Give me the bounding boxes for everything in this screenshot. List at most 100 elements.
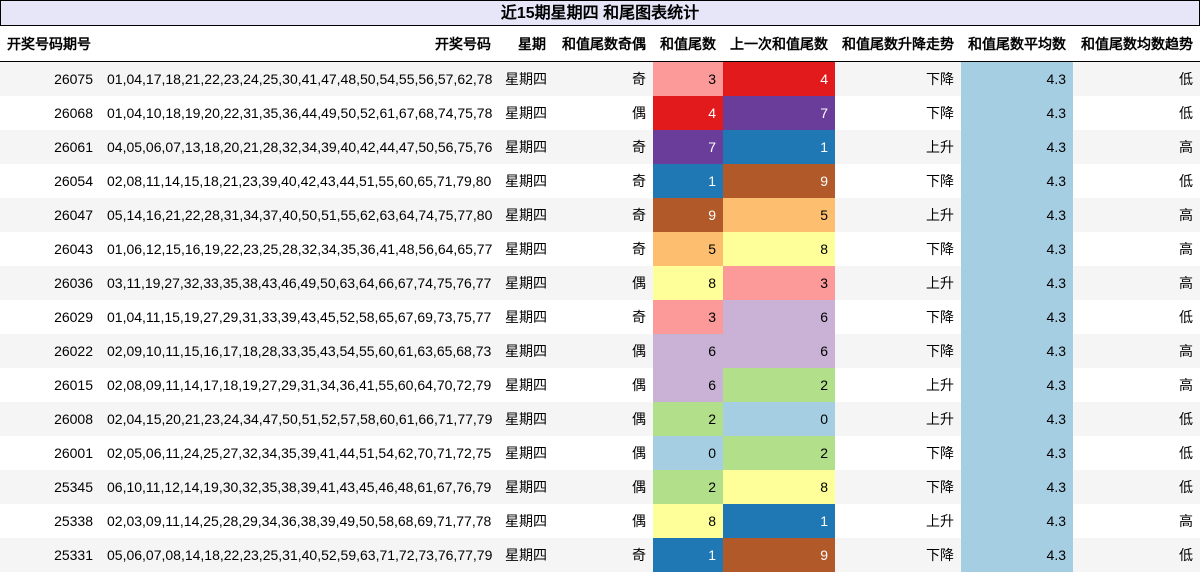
cell-parity: 偶 [553, 266, 653, 300]
cell-numbers: 02,08,09,11,14,17,18,19,27,29,31,34,36,4… [107, 377, 492, 393]
cell-parity: 偶 [553, 334, 653, 368]
cell-prev-tail: 9 [723, 164, 835, 198]
cell-tail: 1 [653, 164, 723, 198]
cell-numbers: 01,04,10,18,19,20,22,31,35,36,44,49,50,5… [107, 105, 493, 121]
table-row: 26022 02,09,10,11,15,16,17,18,28,33,35,43… [0, 334, 1200, 368]
cell-numbers: 05,14,16,21,22,28,31,34,37,40,50,51,55,6… [100, 198, 498, 232]
cell-prev-tail: 7 [723, 96, 835, 130]
cell-issue: 26022 [0, 334, 100, 368]
header-avg-trend[interactable]: 和值尾数均数趋势 [1073, 26, 1200, 62]
cell-avg: 4.3 [961, 96, 1073, 130]
cell-trend: 下降 [835, 61, 961, 96]
table-row: 25338 02,03,09,11,14,25,28,29,34,36,38,39… [0, 504, 1200, 538]
cell-avg: 4.3 [961, 130, 1073, 164]
cell-avg-trend: 低 [1073, 470, 1200, 504]
cell-tail: 5 [653, 232, 723, 266]
header-trend[interactable]: 和值尾数升降走势 [835, 26, 961, 62]
cell-parity: 奇 [553, 130, 653, 164]
cell-tail: 8 [653, 266, 723, 300]
cell-numbers: 02,05,06,11,24,25,27,32,34,35,39,41,44,5… [107, 445, 492, 461]
header-tail[interactable]: 和值尾数 [653, 26, 723, 62]
cell-issue: 26061 [0, 130, 100, 164]
cell-prev-tail: 5 [723, 198, 835, 232]
cell-issue: 26054 [54, 173, 93, 189]
cell-numbers: 02,09,10,11,15,16,17,18,28,33,35,43,54,5… [100, 334, 498, 368]
cell-trend: 上升 [835, 402, 961, 436]
cell-prev-tail: 2 [723, 368, 835, 402]
cell-weekday: 星期四 [505, 241, 547, 257]
cell-tail: 2 [653, 402, 723, 436]
cell-weekday: 星期四 [498, 334, 553, 368]
table-row: 26054 02,08,11,14,15,18,21,23,39,40,42,43… [0, 164, 1200, 198]
cell-avg: 4.3 [961, 368, 1073, 402]
header-parity[interactable]: 和值尾数奇偶 [553, 26, 653, 62]
cell-numbers: 03,11,19,27,32,33,35,38,43,46,49,50,63,6… [100, 266, 498, 300]
cell-avg: 4.3 [961, 266, 1073, 300]
cell-avg: 4.3 [961, 61, 1073, 96]
cell-weekday: 星期四 [498, 61, 553, 96]
cell-avg: 4.3 [961, 334, 1073, 368]
cell-prev-tail: 2 [723, 436, 835, 470]
cell-avg: 4.3 [961, 232, 1073, 266]
cell-avg: 4.3 [961, 470, 1073, 504]
cell-trend: 上升 [835, 266, 961, 300]
cell-trend: 下降 [926, 309, 954, 325]
cell-prev-tail: 6 [723, 300, 835, 334]
cell-weekday: 星期四 [498, 198, 553, 232]
cell-trend: 下降 [926, 445, 954, 461]
cell-trend: 下降 [835, 538, 961, 572]
table-row: 26043 01,06,12,15,16,19,22,23,25,28,32,34… [0, 232, 1200, 266]
cell-issue: 26068 [54, 105, 93, 121]
cell-weekday: 星期四 [505, 513, 547, 529]
header-weekday[interactable]: 星期 [498, 26, 553, 62]
cell-issue: 26015 [54, 377, 93, 393]
cell-prev-tail: 8 [723, 232, 835, 266]
cell-avg-trend: 低 [1179, 309, 1193, 325]
cell-trend: 上升 [835, 130, 961, 164]
table-row: 26015 02,08,09,11,14,17,18,19,27,29,31,34… [0, 368, 1200, 402]
cell-parity: 偶 [553, 402, 653, 436]
cell-avg-trend: 高 [1073, 334, 1200, 368]
cell-tail: 3 [653, 61, 723, 96]
header-issue[interactable]: 开奖号码期号 [0, 26, 100, 62]
cell-trend: 上升 [926, 513, 954, 529]
cell-numbers: 01,04,17,18,21,22,23,24,25,30,41,47,48,5… [100, 61, 498, 96]
header-avg[interactable]: 和值尾数平均数 [961, 26, 1073, 62]
cell-parity: 奇 [632, 173, 646, 189]
table-row: 26068 01,04,10,18,19,20,22,31,35,36,44,49… [0, 96, 1200, 130]
cell-tail: 3 [653, 300, 723, 334]
cell-avg-trend: 低 [1073, 402, 1200, 436]
cell-avg-trend: 高 [1179, 241, 1193, 257]
cell-avg-trend: 高 [1179, 513, 1193, 529]
cell-prev-tail: 8 [723, 470, 835, 504]
cell-numbers: 02,03,09,11,14,25,28,29,34,36,38,39,49,5… [107, 513, 492, 529]
cell-tail: 0 [653, 436, 723, 470]
cell-parity: 偶 [632, 105, 646, 121]
cell-avg: 4.3 [961, 300, 1073, 334]
cell-tail: 2 [653, 470, 723, 504]
cell-trend: 下降 [926, 241, 954, 257]
cell-weekday: 星期四 [505, 105, 547, 121]
cell-numbers: 01,04,11,15,19,27,29,31,33,39,43,45,52,5… [107, 309, 492, 325]
cell-issue: 25331 [0, 538, 100, 572]
cell-avg-trend: 高 [1073, 198, 1200, 232]
table-row: 26075 01,04,17,18,21,22,23,24,25,30,41,47… [0, 61, 1200, 96]
cell-tail: 1 [653, 538, 723, 572]
cell-avg-trend: 高 [1073, 130, 1200, 164]
cell-tail: 8 [653, 504, 723, 538]
cell-parity: 奇 [553, 198, 653, 232]
table-row: 26061 04,05,06,07,13,18,20,21,28,32,34,39… [0, 130, 1200, 164]
cell-avg-trend: 低 [1179, 105, 1193, 121]
header-prev-tail[interactable]: 上一次和值尾数 [723, 26, 835, 62]
cell-weekday: 星期四 [498, 470, 553, 504]
cell-tail: 6 [653, 334, 723, 368]
header-numbers[interactable]: 开奖号码 [100, 26, 498, 62]
cell-trend: 下降 [926, 105, 954, 121]
cell-trend: 上升 [926, 377, 954, 393]
cell-prev-tail: 1 [723, 130, 835, 164]
cell-issue: 25345 [0, 470, 100, 504]
cell-tail: 7 [653, 130, 723, 164]
cell-numbers: 04,05,06,07,13,18,20,21,28,32,34,39,40,4… [100, 130, 498, 164]
cell-weekday: 星期四 [505, 309, 547, 325]
cell-prev-tail: 0 [723, 402, 835, 436]
